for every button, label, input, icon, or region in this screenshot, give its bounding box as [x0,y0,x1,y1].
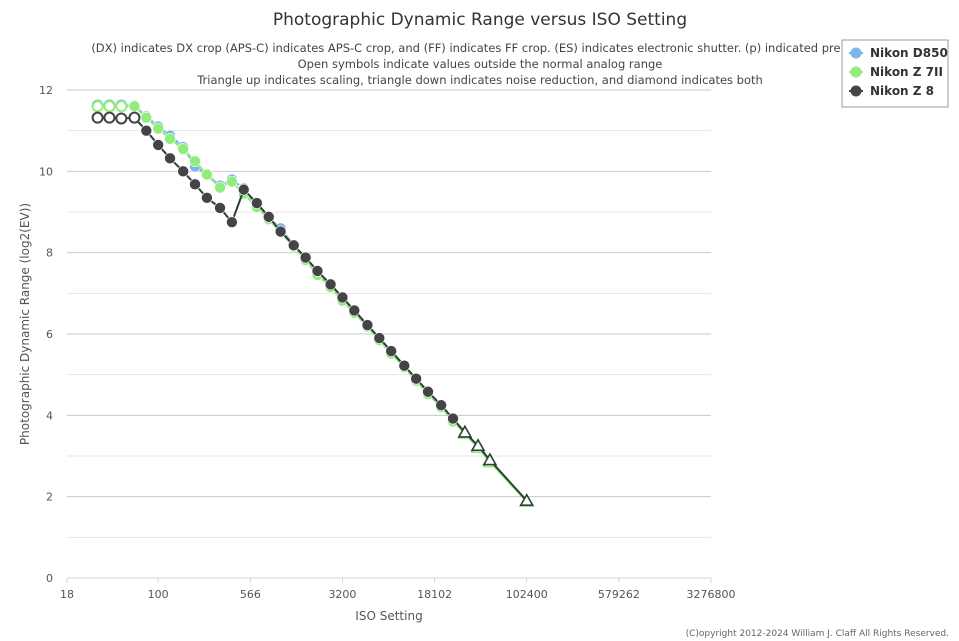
data-point[interactable] [115,112,128,125]
legend-label: Nikon D850 [870,46,948,60]
chart-subtitle-line-3: Triangle up indicates scaling, triangle … [196,73,763,87]
x-tick-label: 100 [148,588,169,601]
x-tick-label: 18 [60,588,74,601]
chart-subtitle-line-2: Open symbols indicate values outside the… [298,57,663,71]
data-point[interactable] [311,265,324,277]
y-tick-label: 2 [46,491,53,504]
x-tick-label: 579262 [598,588,640,601]
data-point[interactable] [91,111,104,124]
data-point[interactable] [262,211,275,223]
data-point[interactable] [287,239,300,252]
data-point[interactable] [324,278,337,291]
y-axis-title: Photographic Dynamic Range (log2(EV)) [18,203,32,445]
data-point[interactable] [410,372,422,385]
data-point[interactable] [201,191,213,204]
x-tick-label: 566 [240,588,261,601]
data-point[interactable] [226,216,238,228]
x-tick-label: 3276800 [687,588,736,601]
data-point[interactable] [482,452,498,466]
copyright-credit: (C)opyright 2012-2024 William J. Claff A… [686,629,949,639]
data-point[interactable] [164,152,176,165]
y-tick-label: 4 [46,409,53,422]
legend-label: Nikon Z 8 [870,84,934,98]
x-tick-labels: 18 100 566 3200 18102 102400 579262 3276800 [60,578,736,601]
data-point[interactable] [152,139,164,151]
data-point[interactable] [348,304,361,317]
x-tick-label: 102400 [506,588,548,601]
data-point[interactable] [177,143,189,155]
data-point[interactable] [140,111,153,124]
data-point[interactable] [336,291,349,304]
y-tick-label: 0 [46,572,53,585]
data-point[interactable] [385,345,397,357]
data-point[interactable] [398,359,411,372]
data-point[interactable] [103,111,116,124]
series-line [97,116,528,502]
y-tick-labels: 0 2 4 6 8 10 12 [39,84,53,585]
legend-label: Nikon Z 7II [870,65,943,79]
data-point[interactable] [201,168,213,181]
data-point[interactable] [177,165,189,178]
data-point[interactable] [214,181,226,194]
data-point[interactable] [274,225,287,238]
data-point[interactable] [470,438,486,452]
grid-lines [67,89,711,538]
legend-symbol [850,47,862,59]
data-point[interactable] [251,197,263,209]
series-0 [91,99,535,507]
data-point[interactable] [189,178,201,191]
chart-title: Photographic Dynamic Range versus ISO Se… [273,10,687,30]
series-line [97,105,528,503]
y-tick-label: 10 [39,165,53,178]
x-axis-title: ISO Setting [355,609,422,623]
x-tick-label: 3200 [328,588,356,601]
data-point[interactable] [164,133,176,145]
legend: Nikon D850 Nikon Z 7II Nikon Z 8 [841,39,949,108]
legend-item[interactable]: Nikon D850 [849,46,948,60]
data-point[interactable] [189,155,201,167]
series-line [97,104,528,503]
data-point[interactable] [237,183,250,196]
data-point[interactable] [152,122,164,135]
legend-item[interactable]: Nikon Z 7II [849,65,943,79]
data-point[interactable] [457,424,473,438]
y-tick-label: 8 [46,247,53,260]
data-point[interactable] [140,124,153,137]
plot-area [91,99,535,507]
chart-subtitle-line-1: (DX) indicates DX crop (APS-C) indicates… [91,41,868,55]
data-point[interactable] [128,100,141,113]
data-point[interactable] [361,319,374,331]
series-2 [91,111,535,507]
data-point[interactable] [226,175,238,188]
data-point[interactable] [447,412,459,425]
data-point[interactable] [435,399,447,411]
legend-item[interactable]: Nikon Z 8 [849,84,934,98]
data-point[interactable] [214,202,226,214]
data-point[interactable] [91,100,104,113]
legend-symbol [850,66,862,78]
y-tick-label: 12 [39,84,53,97]
x-tick-label: 18102 [417,588,452,601]
data-point[interactable] [519,493,535,507]
data-point[interactable] [103,100,116,113]
series-1 [91,100,535,507]
legend-symbol [850,85,862,97]
data-point[interactable] [128,111,141,124]
data-point[interactable] [299,251,312,264]
data-point[interactable] [373,332,386,344]
y-tick-label: 6 [46,328,53,341]
data-point[interactable] [422,385,434,398]
data-point[interactable] [115,100,128,113]
